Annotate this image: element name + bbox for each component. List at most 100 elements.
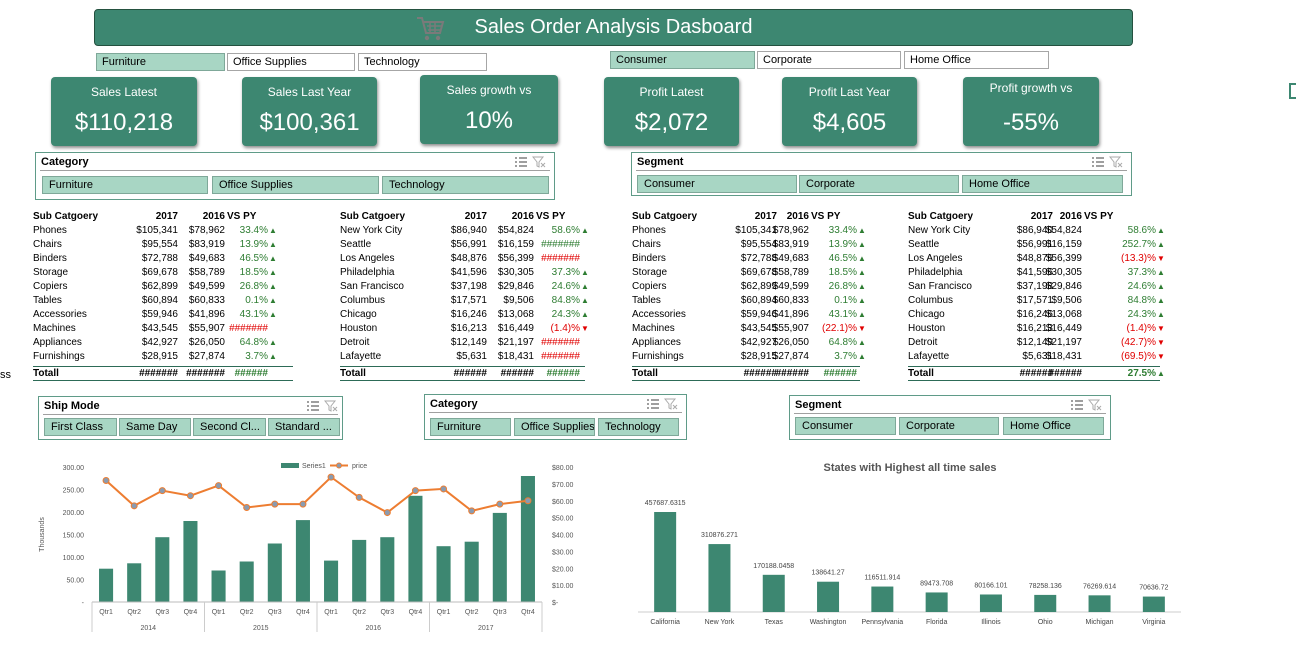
y-tick-label: 300.00 — [63, 465, 85, 472]
clear-filter-icon[interactable] — [532, 156, 546, 168]
filter-office-supplies[interactable]: Office Supplies — [227, 53, 355, 71]
filter-consumer[interactable]: Consumer — [610, 51, 755, 69]
header-cell: 2017 — [155, 211, 178, 222]
total-2017: ###### — [743, 368, 777, 379]
clear-filter-icon[interactable] — [664, 398, 678, 410]
kpi-sales-latest: Sales Latest $110,218 — [51, 77, 197, 146]
slicer-item-corporate[interactable]: Corporate — [899, 417, 999, 435]
header-cell: VS PY — [1084, 211, 1114, 222]
value-2017: $95,554 — [141, 239, 178, 250]
y2-tick-label: $20.00 — [552, 566, 574, 573]
table-row: Binders $72,788 $49,683 46.5% ▲ — [33, 252, 293, 266]
slicer-item-furniture[interactable]: Furniture — [430, 418, 511, 436]
slicer-item-home-office[interactable]: Home Office — [962, 175, 1123, 193]
row-label: Accessories — [33, 309, 87, 320]
multi-select-icon[interactable] — [646, 398, 660, 410]
slicer-item-same-day[interactable]: Same Day — [119, 418, 191, 436]
y-tick-label: - — [82, 600, 85, 607]
price-point — [411, 487, 419, 495]
bar — [211, 570, 226, 602]
triangle-down-icon: ▼ — [581, 324, 589, 333]
x-tick-label: Qtr3 — [381, 609, 395, 616]
row-label: Binders — [33, 253, 67, 264]
x-tick-label: Pennsylvania — [862, 619, 904, 626]
triangle-up-icon: ▲ — [858, 240, 866, 249]
slicer-item-furniture[interactable]: Furniture — [42, 176, 208, 194]
row-label: Appliances — [632, 337, 681, 348]
vs-py-value: 64.8% — [828, 337, 857, 348]
data-label: 89473.708 — [920, 580, 953, 587]
kpi-profit-last-year: Profit Last Year $4,605 — [782, 77, 917, 146]
slicer-item-technology[interactable]: Technology — [598, 418, 679, 436]
bar — [817, 581, 840, 612]
filter-home-office[interactable]: Home Office — [904, 51, 1049, 69]
price-point — [215, 482, 223, 490]
slicer-item-consumer[interactable]: Consumer — [637, 175, 797, 193]
value-2017: $43,545 — [141, 323, 178, 334]
multi-select-icon[interactable] — [514, 156, 528, 168]
slicer-item-office-supplies[interactable]: Office Supplies — [212, 176, 379, 194]
table-row: Appliances $42,927 $26,050 64.8% ▲ — [33, 336, 293, 350]
table-header: Sub Catgoery 2017 2016 VS PY — [908, 210, 1160, 224]
filter-corporate[interactable]: Corporate — [757, 51, 901, 69]
slicer-header: Ship Mode — [44, 400, 100, 412]
filter-furniture[interactable]: Furniture — [96, 53, 225, 71]
slicer-item-standard[interactable]: Standard ... — [268, 418, 340, 436]
cut-off-label: ss — [0, 369, 11, 381]
x-tick-label: Florida — [926, 619, 948, 626]
table-row: Houston $16,213 $16,449 (1.4)% ▼ — [908, 322, 1165, 336]
group-label: 2017 — [478, 625, 494, 632]
table-row: Philadelphia $41,596 $30,305 37.3% ▲ — [908, 266, 1165, 280]
slicer-item-second-class[interactable]: Second Cl... — [193, 418, 266, 436]
total-2016: ###### — [775, 368, 809, 379]
row-label: Storage — [33, 267, 69, 278]
x-tick-label: Texas — [765, 619, 784, 626]
table-row: Columbus $17,571 $9,506 84.8% ▲ — [340, 294, 589, 308]
slicer-item-first-class[interactable]: First Class — [44, 418, 117, 436]
x-tick-label: Qtr2 — [465, 609, 479, 616]
row-label: Phones — [33, 225, 67, 236]
row-label: Appliances — [33, 337, 82, 348]
x-tick-label: Qtr1 — [212, 609, 226, 616]
price-line — [105, 475, 529, 514]
clear-filter-icon[interactable] — [1109, 156, 1123, 168]
slicer-item-office-supplies[interactable]: Office Supplies — [514, 418, 595, 436]
multi-select-icon[interactable] — [1070, 399, 1084, 411]
table-row: Lafayette $5,631 $18,431 (69.5)% ▼ — [908, 350, 1165, 364]
vs-py-value: ####### — [541, 351, 580, 362]
filter-technology[interactable]: Technology — [358, 53, 487, 71]
x-tick-label: Ohio — [1038, 619, 1053, 626]
triangle-up-icon: ▲ — [858, 310, 866, 319]
triangle-up-icon: ▲ — [858, 338, 866, 347]
slicer-item-home-office[interactable]: Home Office — [1003, 417, 1104, 435]
slicer-item-consumer[interactable]: Consumer — [795, 417, 896, 435]
multi-select-icon[interactable] — [1091, 156, 1105, 168]
row-label: Detroit — [340, 337, 370, 348]
segment-slicer: Segment Consumer Corporate Home Office — [631, 152, 1132, 196]
slicer-item-corporate[interactable]: Corporate — [799, 175, 959, 193]
price-point — [243, 504, 251, 511]
value-2017: $37,198 — [450, 281, 487, 292]
value-2016: $9,506 — [1051, 295, 1082, 306]
y2-tick-label: $- — [552, 600, 559, 607]
multi-select-icon[interactable] — [306, 400, 320, 412]
clear-filter-icon[interactable] — [1088, 399, 1102, 411]
table-row: Accessories $59,946 $41,896 43.1% ▲ — [33, 308, 293, 322]
row-label: Seattle — [908, 239, 940, 250]
total-vs-py: ###### — [546, 368, 580, 379]
vs-py-value: 3.7% — [834, 351, 857, 362]
clear-filter-icon[interactable] — [324, 400, 338, 412]
triangle-up-icon: ▲ — [269, 226, 277, 235]
kpi-label: Profit Latest — [639, 85, 704, 99]
value-2016: $60,833 — [772, 295, 809, 306]
bar — [295, 520, 310, 602]
y2-tick-label: $80.00 — [552, 465, 574, 472]
value-2016: $21,197 — [497, 337, 534, 348]
table-row: Phones $105,341 $78,962 33.4% ▲ — [33, 224, 293, 238]
slicer-item-technology[interactable]: Technology — [382, 176, 549, 194]
kpi-value: -55% — [1002, 109, 1060, 136]
y2-tick-label: $30.00 — [552, 549, 574, 556]
price-point — [102, 477, 110, 484]
triangle-down-icon: ▼ — [1157, 324, 1165, 333]
vs-py-value: 0.1% — [834, 295, 857, 306]
